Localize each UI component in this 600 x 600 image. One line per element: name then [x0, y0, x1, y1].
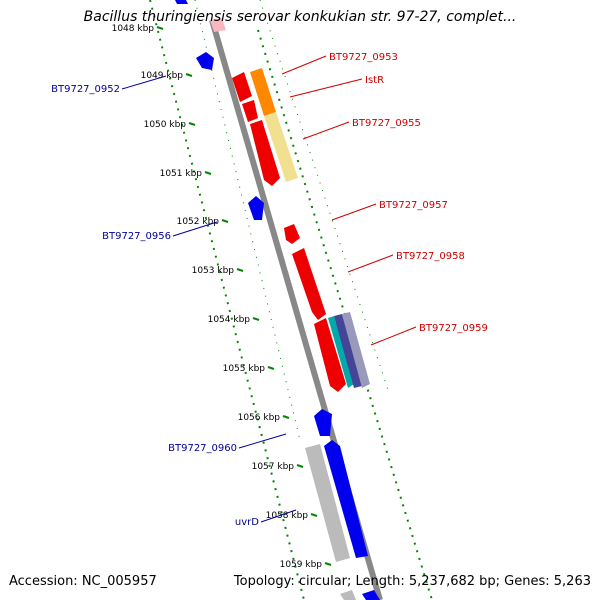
- kbp-tick-mark: [185, 73, 193, 77]
- gene-label[interactable]: BT9727_0960: [168, 443, 237, 454]
- gene-block[interactable]: [284, 224, 300, 244]
- kbp-tick-mark: [267, 366, 275, 370]
- kbp-tick-label: 1049 kbp: [141, 71, 184, 81]
- gene-block[interactable]: [175, 0, 188, 4]
- gene-label[interactable]: BT9727_0952: [51, 84, 120, 95]
- kbp-tick-mark: [156, 26, 164, 30]
- gene-block[interactable]: [342, 312, 370, 388]
- label-leader-line: [172, 221, 218, 237]
- kbp-tick-label: 1056 kbp: [238, 413, 281, 423]
- label-leader-line: [347, 254, 394, 273]
- label-leader-line: [370, 326, 417, 346]
- map-title: Bacillus thuringiensis serovar konkukian…: [83, 9, 517, 25]
- gene-block[interactable]: [264, 112, 298, 182]
- gene-block[interactable]: [334, 314, 362, 388]
- label-leader-line: [121, 75, 167, 90]
- kbp-tick-label: 1055 kbp: [223, 364, 266, 374]
- kbp-tick-mark: [236, 268, 244, 272]
- gene-block[interactable]: [340, 590, 356, 600]
- gene-block[interactable]: [196, 52, 214, 70]
- gene-block[interactable]: [314, 318, 346, 392]
- label-leader-line: [331, 203, 377, 221]
- gene-label[interactable]: BT9727_0955: [352, 118, 421, 129]
- kbp-tick-mark: [221, 219, 229, 223]
- kbp-tick-mark: [296, 464, 304, 468]
- kbp-tick-mark: [188, 122, 196, 126]
- kbp-tick-mark: [282, 415, 290, 419]
- gene-block[interactable]: [248, 196, 264, 220]
- label-leader-line: [281, 55, 327, 75]
- gene-block[interactable]: [250, 68, 276, 116]
- gene-block[interactable]: [232, 72, 252, 102]
- kbp-tick-mark: [324, 562, 332, 566]
- gene-label[interactable]: IstR: [365, 75, 384, 86]
- gene-block[interactable]: [328, 316, 354, 388]
- kbp-tick-label: 1057 kbp: [252, 462, 295, 472]
- gene-block[interactable]: [250, 120, 280, 186]
- kbp-tick-label: 1052 kbp: [177, 217, 220, 227]
- gene-label[interactable]: BT9727_0956: [102, 231, 171, 242]
- gene-block[interactable]: [362, 590, 380, 600]
- gene-block[interactable]: [324, 440, 368, 558]
- label-leader-line: [289, 78, 363, 98]
- inner-guide-left: [194, 0, 301, 441]
- label-leader-line: [238, 433, 287, 449]
- gene-block[interactable]: [210, 18, 226, 32]
- kbp-tick-label: 1053 kbp: [192, 266, 235, 276]
- gene-block[interactable]: [305, 444, 350, 562]
- accession-text: Accession: NC_005957: [9, 574, 157, 589]
- gene-block[interactable]: [242, 100, 258, 122]
- gene-labels: BT9727_0953 IstR BT9727_0955 BT9727_0957 BT9…: [51, 52, 488, 528]
- genome-summary: Topology: circular; Length: 5,237,682 bp…: [233, 574, 591, 589]
- kbp-tick-label: 1048 kbp: [112, 24, 155, 34]
- kbp-tick-label: 1054 kbp: [208, 315, 251, 325]
- kbp-tick-label: 1050 kbp: [144, 120, 187, 130]
- gene-block[interactable]: [292, 248, 326, 320]
- gene-label[interactable]: BT9727_0958: [396, 251, 465, 262]
- kbp-axis: 1048 kbp 1049 kbp 1050 kbp 1051 kbp 1052 kbp…: [112, 24, 332, 570]
- kbp-tick-label: 1059 kbp: [280, 560, 323, 570]
- gene-block[interactable]: [314, 409, 332, 436]
- kbp-tick-label: 1058 kbp: [266, 511, 309, 521]
- gene-label[interactable]: uvrD: [235, 517, 259, 528]
- gene-label[interactable]: BT9727_0953: [329, 52, 398, 63]
- gene-label[interactable]: BT9727_0957: [379, 200, 448, 211]
- label-leader-line: [260, 509, 297, 523]
- kbp-tick-mark: [204, 171, 212, 175]
- label-leader-line: [302, 121, 350, 140]
- kbp-tick-mark: [310, 513, 318, 517]
- left-tick-track: [149, 0, 305, 600]
- gene-label[interactable]: BT9727_0959: [419, 323, 488, 334]
- kbp-tick-label: 1051 kbp: [160, 169, 203, 179]
- kbp-tick-mark: [252, 317, 260, 321]
